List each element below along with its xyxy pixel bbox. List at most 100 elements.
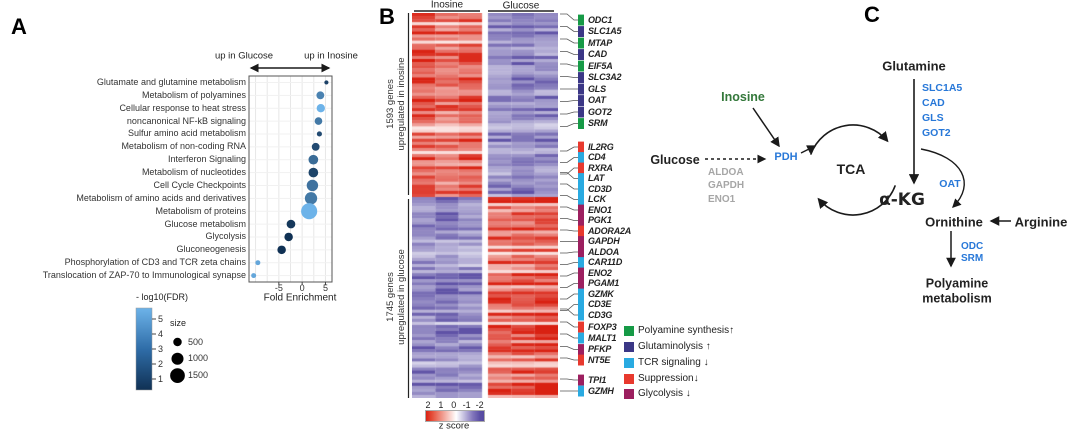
gene-label: GZMH xyxy=(588,385,614,396)
panelA-gridlines xyxy=(249,76,332,282)
gene-label: RXRA xyxy=(588,162,613,173)
panelB-letter: B xyxy=(379,4,395,29)
gene-label: PGAM1 xyxy=(588,278,620,288)
size-legend-title: size xyxy=(169,318,187,328)
gene-category-tick xyxy=(578,118,584,129)
gene-label: MTAP xyxy=(588,37,613,48)
x-tick-label: 5 xyxy=(322,283,328,293)
fdr-legend-title: - log10(FDR) xyxy=(135,292,189,302)
pathway-label: Translocation of ZAP-70 to Immunological… xyxy=(42,270,246,281)
fdr-tick-label: 3 xyxy=(158,344,164,354)
direction-label-left: up in Glucose xyxy=(214,50,274,62)
node-polyamine-metabolism: Polyamine metabolism xyxy=(922,276,992,306)
bubble xyxy=(308,154,319,165)
gene-label: LCK xyxy=(588,194,606,204)
gene-category-tick xyxy=(578,72,584,83)
gene-label: LAT xyxy=(588,173,605,183)
legend-color-swatch xyxy=(624,374,634,384)
gene-category-tick xyxy=(578,344,584,355)
gene-category-tick xyxy=(578,267,584,279)
gene-slc1a5: SLC1A5 xyxy=(922,82,963,94)
gene-label: OAT xyxy=(588,95,606,105)
gene-category-tick xyxy=(578,152,584,163)
gene-category-tick xyxy=(578,14,584,26)
gene-category-tick xyxy=(578,374,584,386)
bubble xyxy=(311,142,320,151)
gene-category-tick xyxy=(578,288,584,300)
heatmap-canvas xyxy=(412,13,558,398)
fdr-gradient-bar xyxy=(135,307,153,391)
gene-label: CD3E xyxy=(588,299,612,309)
gene-category-tick xyxy=(578,215,584,226)
pathway-label: Gluconeogenesis xyxy=(176,244,246,255)
node-oat: OAT xyxy=(939,178,961,190)
gene-cad: CAD xyxy=(922,97,945,109)
fdr-tick-label: 2 xyxy=(158,359,164,369)
bubble xyxy=(255,260,261,266)
direction-label-right: up in Inosine xyxy=(304,50,358,62)
glycolysis-gene-stack: ALDOA GAPDH ENO1 xyxy=(708,166,744,206)
glutaminolysis-gene-stack: SLC1A5 CAD GLS GOT2 xyxy=(922,81,962,141)
gene-label: GOT2 xyxy=(588,106,612,117)
gene-aldoa: ALDOA xyxy=(708,167,744,178)
zscore-tick-label: 0 xyxy=(451,400,457,410)
gene-category-tick xyxy=(578,309,584,321)
legend-color-swatch xyxy=(624,389,634,399)
size-tick-label: 1000 xyxy=(188,353,209,364)
pathway-label: Glucose metabolism xyxy=(164,218,246,229)
legend-color-swatch xyxy=(624,326,634,336)
gene-category-tick xyxy=(578,257,584,268)
gene-category-tick xyxy=(578,385,584,397)
pathway-label: Interferon Signaling xyxy=(167,154,246,165)
gene-label: MALT1 xyxy=(588,332,617,343)
gene-label: ADORA2A xyxy=(588,225,632,236)
gene-gls: GLS xyxy=(922,112,944,124)
bubble xyxy=(316,91,325,100)
gene-label: GZMK xyxy=(588,288,614,299)
legend-label: TCR signaling ↓ xyxy=(638,357,709,368)
gene-label: GAPDH xyxy=(588,236,620,246)
bubble xyxy=(284,232,293,242)
gene-label: PFKP xyxy=(588,344,612,354)
zscore-tick-label: 2 xyxy=(425,400,431,410)
panelA-letter: A xyxy=(11,14,27,39)
node-tca: TCA xyxy=(836,161,866,177)
pdh-to-tca-arrow xyxy=(800,145,817,154)
panelC-letter: C xyxy=(864,2,880,27)
gene-eno1: ENO1 xyxy=(708,193,736,205)
bubble xyxy=(301,203,318,220)
gene-category-tick xyxy=(578,225,584,237)
node-glucose: Glucose xyxy=(650,153,700,167)
gene-label: CAD xyxy=(588,49,607,59)
gene-category-tick xyxy=(578,321,584,333)
pathway-label: Metabolism of proteins xyxy=(155,205,246,216)
panelA-plot-border xyxy=(248,75,333,283)
node-akg: α-KG xyxy=(879,190,925,210)
gene-label: ENO1 xyxy=(588,204,612,215)
gene-label: ODC1 xyxy=(588,14,613,25)
pathway-label: Metabolism of amino acids and derivative… xyxy=(76,192,246,203)
inosine-to-pdh-arrow xyxy=(752,107,780,148)
zscore-tick-label: -2 xyxy=(475,400,484,410)
gene-category-tick xyxy=(578,173,584,184)
gene-label: FOXP3 xyxy=(588,321,617,332)
pathway-label: Cell Cycle Checkpoints xyxy=(153,179,246,190)
gene-label: PGK1 xyxy=(588,215,612,225)
gene-category-tick xyxy=(578,95,584,106)
pathway-label: Phosphorylation of CD3 and TCR zeta chai… xyxy=(64,257,246,268)
legend-label: Suppression↓ xyxy=(638,373,699,384)
gene-category-tick xyxy=(578,246,584,258)
bubble xyxy=(304,192,318,205)
gene-label: TPI1 xyxy=(588,374,607,385)
gene-label: SRM xyxy=(588,118,608,128)
fdr-tick-label: 4 xyxy=(158,329,164,339)
bubble xyxy=(308,167,319,178)
gene-srm: SRM xyxy=(961,253,984,264)
pathway-label: Metabolism of non-coding RNA xyxy=(121,141,246,152)
gene-category-tick xyxy=(578,278,584,289)
zscore-tick-label: -1 xyxy=(462,400,471,410)
heatmap-col-header-inosine: Inosine xyxy=(430,0,464,11)
node-ornithine: Ornithine xyxy=(925,214,983,230)
gene-label: ENO2 xyxy=(588,267,612,278)
zscore-label: z score xyxy=(438,420,470,431)
